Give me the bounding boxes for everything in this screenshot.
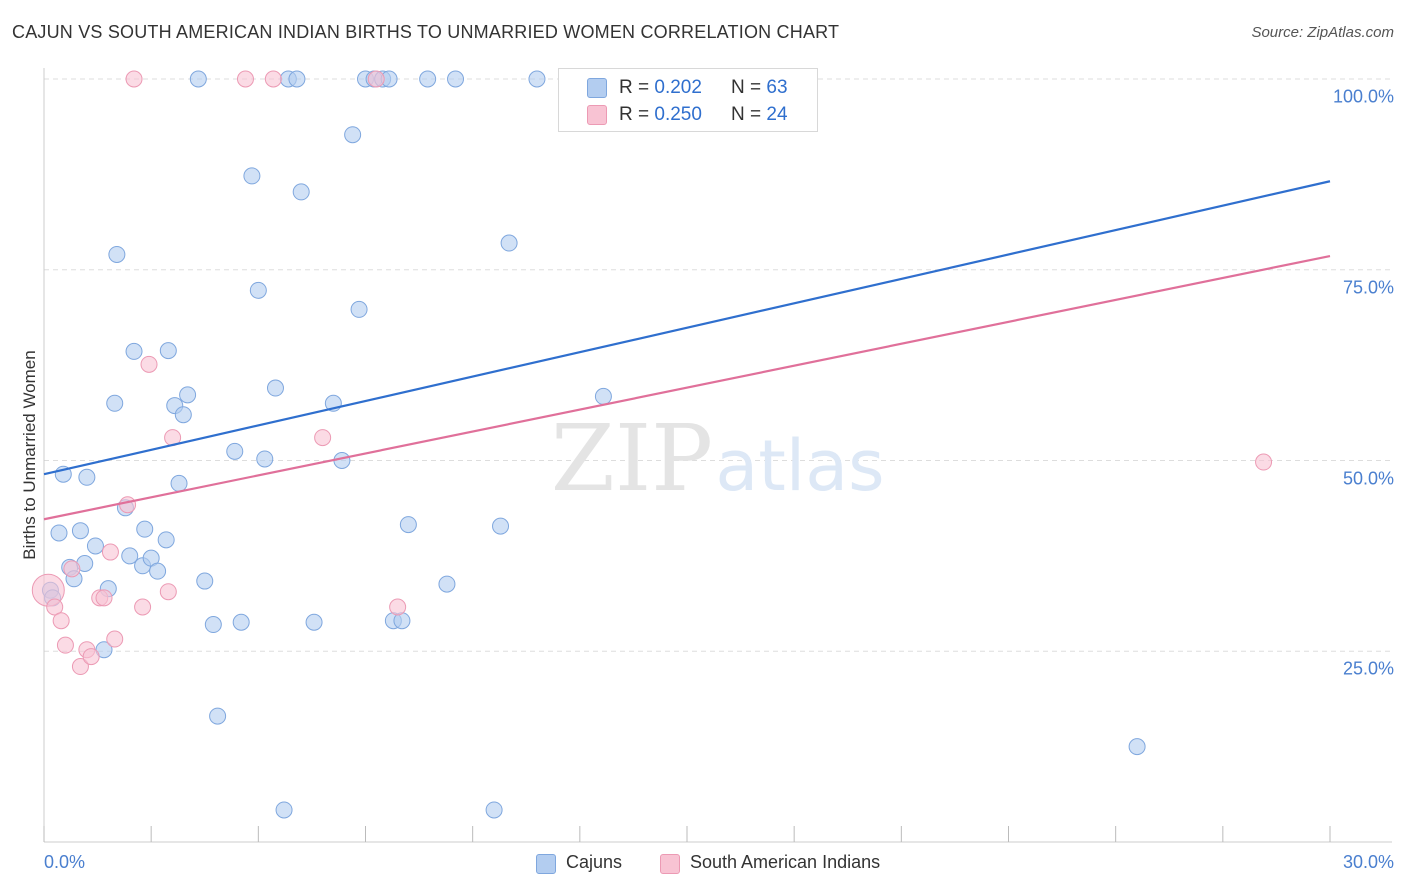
south-american-indians-point: [1255, 453, 1273, 471]
cajuns-point: [500, 234, 518, 252]
cajuns-legend-swatch: [536, 854, 556, 874]
x-tick-min: 0.0%: [44, 852, 86, 872]
south-american-indians-point: [101, 543, 119, 561]
cajuns-point: [170, 474, 188, 492]
cajuns-point: [125, 342, 143, 360]
cajuns-point: [350, 300, 368, 318]
cajuns-point: [159, 342, 177, 360]
south-american-indians-point: [389, 598, 407, 616]
cajuns-point: [485, 801, 503, 819]
trend-lines: [43, 180, 1331, 521]
sai-legend-label: South American Indians: [690, 852, 881, 872]
south-american-indians-point: [46, 598, 64, 616]
south-american-indians-trend-line: [43, 254, 1331, 521]
cajuns-point: [292, 183, 310, 201]
cajuns-point: [232, 613, 250, 631]
watermark-atlas: atlas: [715, 425, 884, 507]
south-american-indians-point: [52, 612, 70, 630]
cajuns-point: [174, 406, 192, 424]
cajuns-point: [243, 167, 261, 185]
cajuns-swatch: [587, 78, 607, 98]
watermark-zip: ZIP: [551, 405, 713, 512]
south-american-indians-point: [71, 658, 89, 676]
legend-n-value: 63: [766, 77, 788, 98]
data-points: [31, 70, 1273, 819]
legend-r: R = 0.202: [619, 77, 702, 98]
cajuns-point: [266, 379, 284, 397]
legend-r-value: 0.250: [654, 104, 702, 125]
cajuns-point: [121, 547, 139, 565]
stats-legend: R = 0.202 N = 63 R = 0.250 N = 24: [558, 68, 818, 132]
south-american-indians-point: [159, 583, 177, 601]
south-american-indians-point: [134, 598, 152, 616]
legend-n-value: 24: [766, 104, 788, 125]
south-american-indians-point: [236, 70, 254, 88]
cajuns-point: [149, 562, 167, 580]
cajuns-point: [528, 70, 546, 88]
cajuns-point: [419, 70, 437, 88]
cajuns-point: [106, 394, 124, 412]
y-tick-label: 100.0%: [1332, 86, 1394, 107]
south-american-indians-point: [56, 636, 74, 654]
cajuns-point: [275, 801, 293, 819]
cajuns-point: [226, 442, 244, 460]
cajuns-point: [209, 707, 227, 725]
south-american-indians-point: [140, 355, 158, 373]
cajuns-point: [196, 572, 214, 590]
cajuns-point: [447, 70, 465, 88]
axes: [43, 68, 1392, 843]
south-american-indians-point: [63, 560, 81, 578]
cajuns-point: [179, 386, 197, 404]
cajuns-legend-label: Cajuns: [566, 852, 623, 872]
south-american-indians-point: [119, 496, 137, 514]
x-tick-max: 30.0%: [1342, 852, 1394, 872]
cajuns-point: [399, 516, 417, 534]
y-tick-label: 75.0%: [1342, 277, 1394, 298]
cajuns-point: [189, 70, 207, 88]
cajuns-point: [108, 245, 126, 263]
cajuns-point: [288, 70, 306, 88]
south-american-indians-point: [367, 70, 385, 88]
sai-swatch: [587, 105, 607, 125]
legend-n: N = 63: [731, 77, 788, 98]
legend-n: N = 24: [731, 104, 788, 125]
source-label: Source: ZipAtlas.com: [1251, 24, 1394, 41]
cajuns-point: [1128, 738, 1146, 756]
cajuns-point: [594, 387, 612, 405]
sai-legend-swatch: [660, 854, 680, 874]
cajuns-point: [136, 520, 154, 538]
south-american-indians-point: [264, 70, 282, 88]
south-american-indians-point: [125, 70, 143, 88]
legend-r: R = 0.250: [619, 104, 702, 125]
chart-title: CAJUN VS SOUTH AMERICAN INDIAN BIRTHS TO…: [12, 22, 840, 42]
y-tick-label: 50.0%: [1342, 468, 1394, 488]
gridlines: [44, 78, 1392, 652]
cajuns-trend-line: [43, 180, 1331, 476]
cajuns-point: [305, 613, 323, 631]
south-american-indians-point: [106, 630, 124, 648]
cajuns-point: [71, 522, 89, 540]
legend-r-value: 0.202: [654, 77, 702, 98]
watermark: ZIP atlas: [551, 405, 885, 512]
cajuns-point: [78, 468, 96, 486]
cajuns-point: [492, 517, 510, 535]
legend-row-cajuns: R = 0.202 N = 63: [559, 75, 817, 99]
cajuns-point: [50, 524, 68, 542]
cajuns-point: [157, 531, 175, 549]
south-american-indians-point: [314, 429, 332, 447]
south-american-indians-point: [82, 648, 100, 666]
y-tick-label: 25.0%: [1342, 658, 1394, 679]
series-legend: Cajuns South American Indians: [0, 852, 1406, 878]
cajuns-point: [249, 281, 267, 299]
south-american-indians-point: [95, 589, 113, 607]
cajuns-point: [256, 450, 274, 468]
cajuns-point: [86, 537, 104, 555]
cajuns-point: [204, 616, 222, 634]
legend-row-south-american-indians: R = 0.250 N = 24: [559, 102, 817, 126]
cajuns-point: [438, 575, 456, 593]
cajuns-point: [344, 126, 362, 144]
